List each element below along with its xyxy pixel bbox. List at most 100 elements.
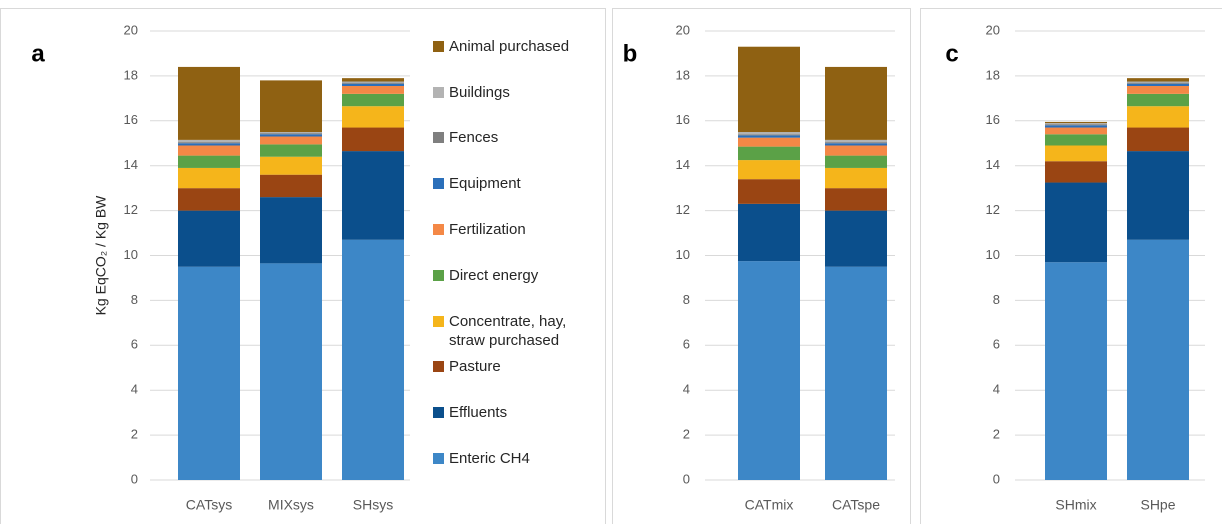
legend-swatch (433, 361, 444, 373)
y-tick-label: 2 (131, 427, 138, 442)
legend-entry: Fences (433, 128, 599, 147)
bar-segment (1127, 151, 1189, 240)
y-tick-label: 14 (124, 157, 138, 172)
bar-segment (178, 188, 240, 211)
legend-swatch (433, 40, 444, 52)
y-tick-label: 6 (131, 337, 138, 352)
legend-entry: Concentrate, hay, straw purchased (433, 312, 599, 350)
y-tick-label: 20 (986, 22, 1000, 37)
bar-segment (825, 167, 887, 189)
x-tick-label: CATsys (186, 497, 232, 513)
bar-segment (260, 136, 322, 145)
y-tick-label: 8 (131, 292, 138, 307)
bar-segment (1127, 78, 1189, 82)
x-tick-label: SHsys (353, 497, 393, 513)
y-tick-label: 8 (993, 292, 1000, 307)
bar-segment (738, 132, 800, 135)
panel-label: b (623, 40, 638, 67)
legend-entry: Animal purchased (433, 37, 599, 56)
y-tick-label: 14 (986, 157, 1000, 172)
y-tick-label: 18 (676, 67, 690, 82)
legend-entry: Buildings (433, 83, 599, 102)
bar-segment (178, 139, 240, 143)
panel-frame (0, 8, 606, 524)
legend-label: Concentrate, hay, straw purchased (449, 312, 567, 349)
bar-segment (342, 106, 404, 128)
bar-segment (825, 145, 887, 156)
bar-segment (738, 134, 800, 136)
x-tick-label: SHmix (1055, 497, 1096, 513)
y-tick-label: 10 (124, 247, 138, 262)
y-tick-label: 16 (986, 112, 1000, 127)
y-tick-label: 4 (131, 382, 138, 397)
bar-segment (260, 132, 322, 134)
bar-segment (342, 82, 404, 84)
y-axis-label: Kg EqCO₂ / Kg BW (93, 195, 109, 316)
bar-segment (825, 139, 887, 143)
y-tick-label: 0 (683, 471, 690, 486)
bar-segment (738, 261, 800, 480)
legend-label: Animal purchased (449, 37, 570, 55)
bar-segment (342, 83, 404, 87)
bar-segment (825, 155, 887, 168)
bar-segment (1045, 262, 1107, 480)
legend-label: Direct energy (449, 266, 539, 284)
bar-segment (178, 155, 240, 168)
y-tick-label: 18 (986, 67, 1000, 82)
y-tick-label: 2 (993, 427, 1000, 442)
bar-segment (738, 46, 800, 133)
bar-segment (342, 81, 404, 83)
bar-segment (738, 137, 800, 147)
panel-label: c (945, 40, 958, 67)
y-tick-label: 6 (993, 337, 1000, 352)
legend-swatch (433, 407, 444, 419)
legend-swatch (433, 132, 444, 144)
y-tick-label: 20 (676, 22, 690, 37)
bar-segment (1045, 182, 1107, 263)
bar-segment (1045, 127, 1107, 135)
bar-segment (260, 134, 322, 137)
bar-segment (260, 80, 322, 133)
legend-label: Pasture (449, 358, 501, 376)
legend-label: Enteric CH4 (449, 450, 530, 467)
bar-segment (260, 144, 322, 157)
bar-segment (825, 266, 887, 480)
bar-segment (1045, 125, 1107, 128)
bar-segment (342, 78, 404, 82)
bar-segment (1045, 145, 1107, 162)
y-tick-label: 12 (676, 202, 690, 217)
bar-segment (738, 135, 800, 138)
bar-segment (1045, 134, 1107, 146)
x-tick-label: CATspe (832, 497, 880, 513)
y-tick-label: 4 (683, 382, 690, 397)
bar-segment (342, 151, 404, 240)
y-tick-label: 4 (993, 382, 1000, 397)
legend-entry: Equipment (433, 174, 599, 193)
legend-label: Buildings (449, 83, 510, 101)
y-tick-label: 12 (124, 202, 138, 217)
bar-segment (342, 93, 404, 107)
bar-segment (178, 145, 240, 156)
y-tick-label: 12 (986, 202, 1000, 217)
y-tick-label: 0 (993, 471, 1000, 486)
bar-segment (1045, 124, 1107, 126)
panel-label: a (31, 40, 45, 67)
bar-segment (342, 86, 404, 94)
panel-frame (612, 8, 911, 524)
bar-segment (738, 179, 800, 204)
bar-segment (738, 160, 800, 180)
y-tick-label: 16 (124, 112, 138, 127)
bar-segment (1127, 127, 1189, 152)
y-tick-label: 0 (131, 471, 138, 486)
legend-entry: Enteric CH4 (433, 449, 599, 468)
panel-frame (920, 8, 1222, 524)
bar-segment (1127, 86, 1189, 94)
bar-segment (1045, 121, 1107, 124)
y-tick-label: 10 (676, 247, 690, 262)
legend-label: Fences (449, 129, 499, 147)
x-tick-label: SHpe (1140, 497, 1175, 513)
bar-segment (178, 66, 240, 140)
legend-entry: Pasture (433, 357, 599, 376)
bar-segment (342, 127, 404, 152)
